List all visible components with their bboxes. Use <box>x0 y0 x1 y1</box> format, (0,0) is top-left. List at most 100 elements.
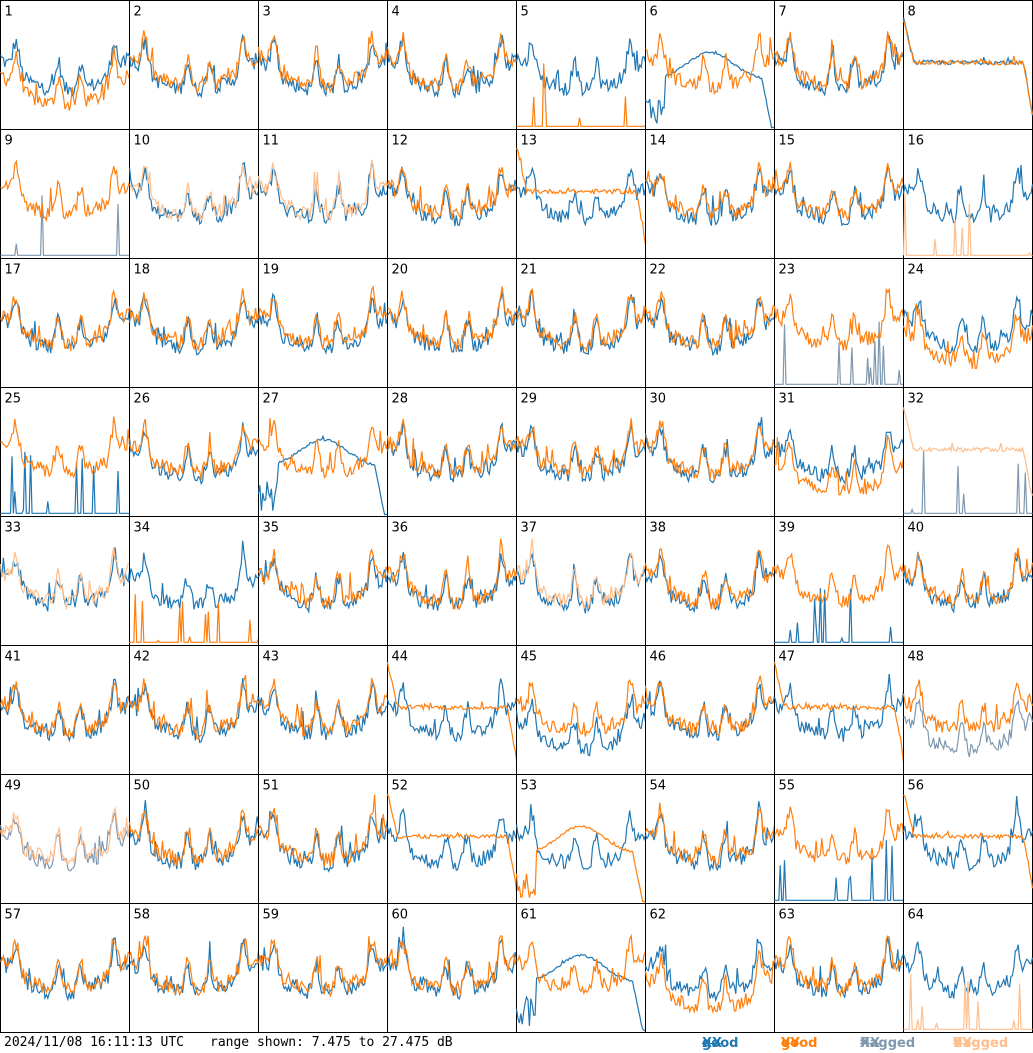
xx-series-line <box>0 195 130 256</box>
yy-series-line <box>902 547 1033 607</box>
yy-series-line <box>0 288 131 352</box>
panel-39: 39 <box>773 516 905 646</box>
legend-good-yy-key: YY <box>781 1036 800 1051</box>
panel-label: 47 <box>779 650 796 665</box>
panel-51: 51 <box>257 774 389 904</box>
xx-series-line <box>773 673 905 742</box>
yy-series-line <box>257 794 388 867</box>
panel-10: 10 <box>128 129 260 259</box>
panel-19: 19 <box>257 258 389 388</box>
panel-label: 58 <box>134 908 151 923</box>
panel-60: 60 <box>386 903 518 1033</box>
panel-label: 43 <box>263 650 280 665</box>
panel-label: 1 <box>5 5 13 20</box>
yy-series-line <box>128 809 260 866</box>
panel-1: 1 <box>0 0 131 130</box>
yy-series-line <box>0 546 130 610</box>
yy-series-line <box>515 418 647 478</box>
yy-series-line <box>773 544 905 609</box>
panel-label: 56 <box>908 779 925 794</box>
panel-27: 27 <box>257 387 389 517</box>
panel-44: 44 <box>386 645 518 775</box>
panel-label: 41 <box>5 650 22 665</box>
panel-14: 14 <box>645 129 776 259</box>
panel-label: 9 <box>5 134 13 149</box>
panel-45: 45 <box>515 645 647 775</box>
legend-flagged-xx-word: flagged <box>860 1036 916 1051</box>
panel-58: 58 <box>128 903 260 1033</box>
panel-frame <box>0 387 130 517</box>
panel-4: 4 <box>386 0 518 130</box>
panel-label: 38 <box>650 521 667 536</box>
panel-frame <box>774 516 904 646</box>
legend-good-xx-key: XX <box>702 1036 723 1051</box>
panel-label: 29 <box>521 392 538 407</box>
panel-16: 16 <box>902 129 1033 259</box>
yy-series-line <box>773 661 905 762</box>
panel-label: 39 <box>779 521 796 536</box>
xx-series-line <box>386 678 518 742</box>
panel-22: 22 <box>644 258 776 388</box>
yy-series-line <box>386 793 518 892</box>
yy-series-line <box>0 806 131 867</box>
panel-3: 3 <box>257 0 389 130</box>
panel-label: 37 <box>521 521 538 536</box>
panel-label: 42 <box>134 650 151 665</box>
panel-28: 28 <box>386 387 518 517</box>
panel-63: 63 <box>773 903 905 1033</box>
panel-8: 8 <box>902 0 1033 130</box>
xx-series-line <box>774 321 904 385</box>
xx-series-line <box>774 428 905 485</box>
yy-series-line <box>644 802 775 869</box>
panel-label: 54 <box>650 779 667 794</box>
panel-34: 34 <box>128 516 260 646</box>
panel-label: 50 <box>134 779 151 794</box>
yy-series-line <box>128 418 260 480</box>
yy-series-line <box>129 594 260 643</box>
panel-33: 33 <box>0 516 131 646</box>
panel-label: 5 <box>521 5 529 20</box>
panel-18: 18 <box>128 258 260 388</box>
yy-series-line <box>128 288 260 351</box>
panel-frame <box>774 387 904 517</box>
panel-54: 54 <box>644 774 776 904</box>
yy-series-line <box>516 933 647 996</box>
panel-label: 64 <box>908 908 925 923</box>
timestamp: 2024/11/08 16:11:13 UTC <box>4 1035 185 1050</box>
yy-series-line <box>129 30 259 94</box>
xx-series-line <box>257 554 389 614</box>
panel-6: 6 <box>645 0 775 130</box>
panel-label: 14 <box>650 134 667 149</box>
panel-40: 40 <box>902 516 1033 646</box>
xx-series-line <box>774 588 904 643</box>
yy-series-line <box>257 677 389 737</box>
panel-13: 13 <box>515 129 647 259</box>
panel-23: 23 <box>773 258 905 388</box>
yy-series-line <box>645 420 776 481</box>
legend-flagged-yy-key: YY <box>953 1036 972 1051</box>
panel-47: 47 <box>773 645 905 775</box>
panel-11: 11 <box>257 129 389 259</box>
yy-series-line <box>515 538 647 611</box>
panel-frame <box>387 645 517 775</box>
xx-series-line <box>515 804 647 870</box>
panel-label: 23 <box>779 263 796 278</box>
yy-series-line <box>773 161 905 222</box>
yy-series-line <box>386 538 518 611</box>
yy-series-line <box>257 418 389 479</box>
yy-series-line <box>903 974 1033 1030</box>
panel-label: 26 <box>134 392 151 407</box>
panel-label: 21 <box>521 263 538 278</box>
xx-series-line <box>903 451 1033 514</box>
panel-label: 16 <box>908 134 925 149</box>
panel-57: 57 <box>0 903 131 1033</box>
panel-label: 17 <box>5 263 22 278</box>
yy-series-line <box>386 166 518 220</box>
legend-good-yy-word: good <box>781 1036 818 1051</box>
panel-52: 52 <box>386 774 518 904</box>
yy-series-line <box>903 794 1033 889</box>
panel-label: 20 <box>392 263 409 278</box>
panel-label: 36 <box>392 521 409 536</box>
panel-frame <box>0 645 130 775</box>
panel-label: 57 <box>5 908 22 923</box>
